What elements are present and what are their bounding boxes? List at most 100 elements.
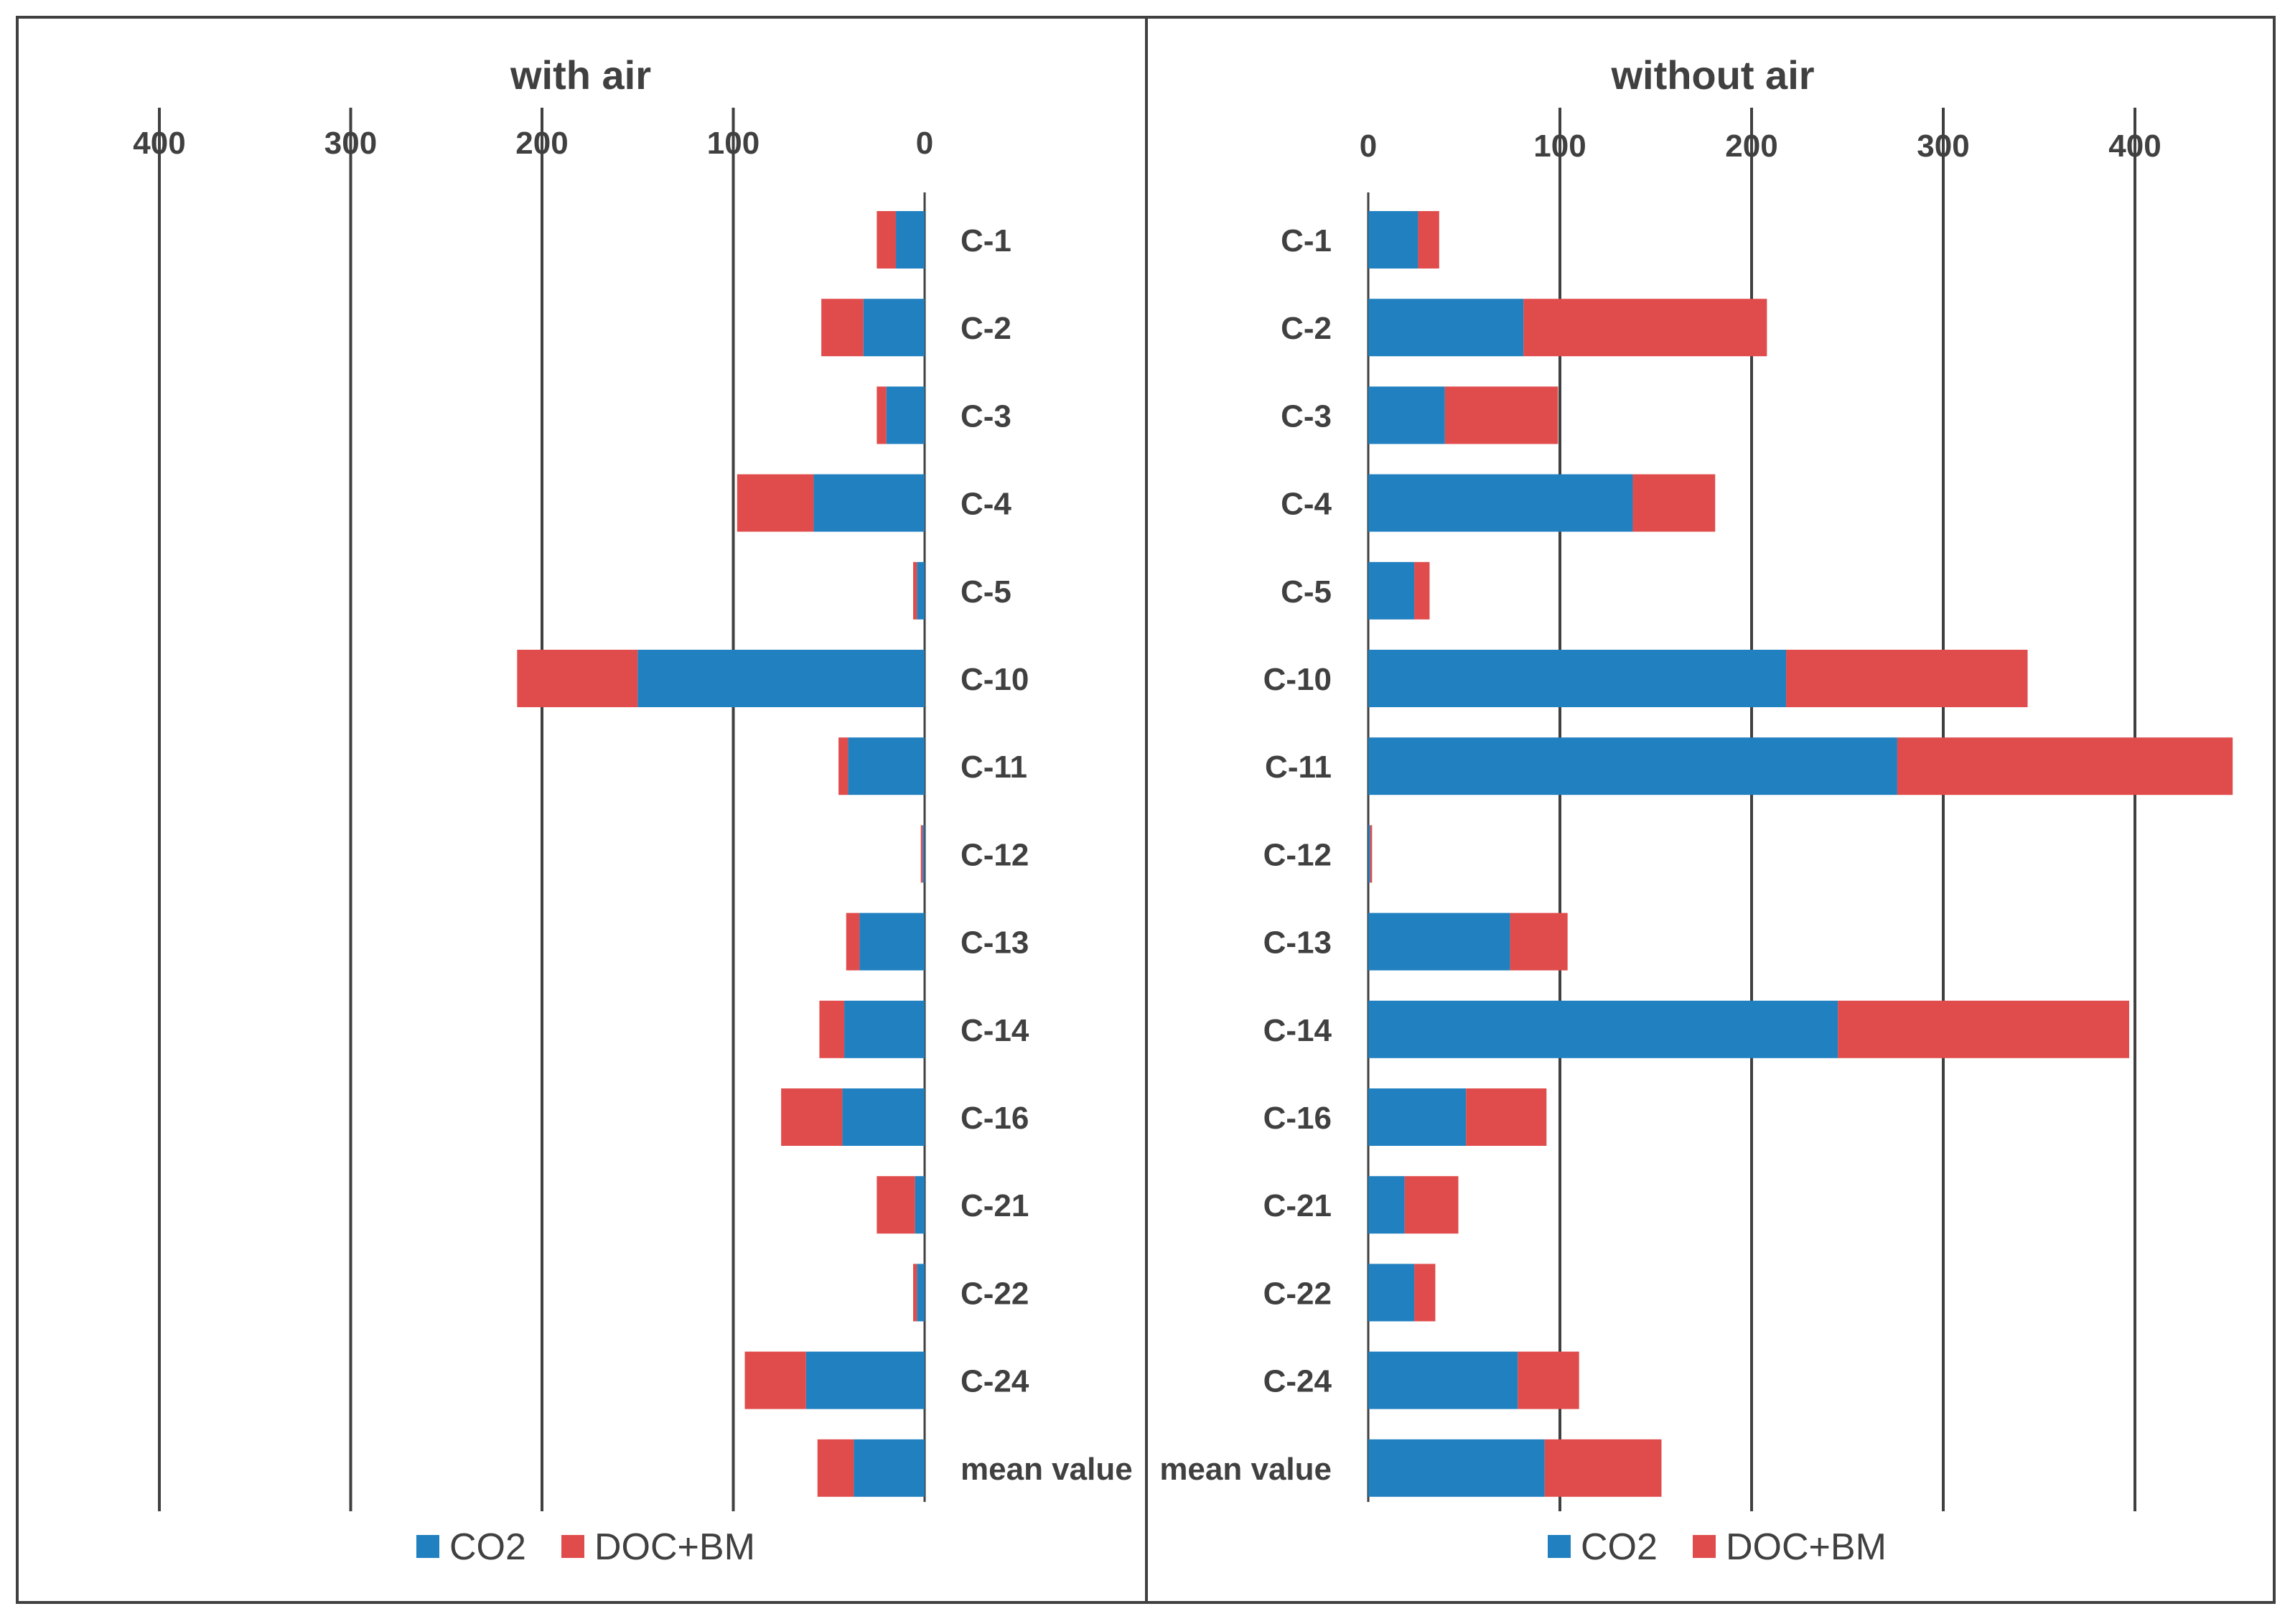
legend-swatch-co2: [1548, 1535, 1571, 1558]
category-label-c-3: C-3: [1281, 398, 1332, 434]
chart-title: without air: [1610, 52, 1814, 98]
bar-co2-c-21: [1368, 1176, 1405, 1234]
x-tick-label-0: 0: [916, 126, 933, 161]
category-labels: C-1 C-2 C-3 C-4 C-5 C-10 C-11 C-12 C-13 C-14 C-16 C…: [961, 223, 1133, 1487]
bar-doc-bm-c-12: [1370, 825, 1373, 883]
bar-doc-bm-c-10: [1786, 650, 2028, 707]
bar-co2-c-1: [1368, 211, 1419, 269]
legend-label-doc-bm: DOC+BM: [594, 1526, 755, 1568]
bar-doc-bm-mean-value: [1544, 1439, 1662, 1497]
category-label-c-14: C-14: [961, 1013, 1029, 1048]
legend-swatch-co2: [416, 1535, 439, 1558]
category-label-c-2: C-2: [961, 311, 1011, 346]
bar-co2-c-16: [1368, 1088, 1467, 1146]
category-label-c-14: C-14: [1263, 1013, 1332, 1048]
bar-doc-bm-c-12: [920, 825, 923, 883]
bar-doc-bm-c-5: [1414, 561, 1430, 620]
bar-doc-bm-c-5: [913, 561, 917, 620]
bar-co2-c-21: [915, 1176, 925, 1234]
bar-co2-c-13: [1368, 913, 1510, 971]
category-label-mean-value: mean value: [1159, 1452, 1332, 1487]
category-label-c-1: C-1: [1281, 223, 1332, 258]
category-label-c-11: C-11: [961, 750, 1027, 785]
category-label-c-2: C-2: [1281, 311, 1332, 346]
legend-label-co2: CO2: [1581, 1526, 1658, 1568]
x-axis-ticks: 0 100 200 300 400: [1360, 129, 2162, 164]
legend-label-doc-bm: DOC+BM: [1726, 1526, 1887, 1568]
category-label-c-16: C-16: [961, 1101, 1029, 1136]
category-label-c-5: C-5: [1281, 574, 1332, 610]
bar-co2-mean-value: [1368, 1439, 1545, 1497]
legend-label-co2: CO2: [449, 1526, 526, 1568]
bar-co2-c-14: [844, 1000, 925, 1058]
bar-doc-bm-c-3: [877, 386, 887, 444]
category-label-c-4: C-4: [1281, 487, 1332, 522]
bar-co2-c-22: [917, 1264, 925, 1322]
category-label-c-10: C-10: [1263, 662, 1332, 697]
bar-doc-bm-c-11: [1897, 737, 2233, 795]
x-tick-label-400: 400: [2108, 129, 2161, 164]
bar-co2-c-12: [1368, 825, 1370, 883]
category-label-c-16: C-16: [1263, 1101, 1332, 1136]
bar-co2-c-24: [1368, 1351, 1518, 1409]
bar-doc-bm-c-13: [846, 913, 860, 971]
bar-doc-bm-c-21: [877, 1176, 915, 1234]
bar-co2-c-2: [863, 299, 925, 357]
bar-co2-c-10: [1368, 650, 1787, 707]
category-label-c-13: C-13: [1263, 925, 1332, 961]
bar-doc-bm-c-13: [1510, 913, 1568, 971]
bar-co2-c-11: [848, 737, 925, 795]
x-axis-ticks: 400 300 200 100 0: [133, 126, 933, 161]
bar-co2-c-2: [1368, 299, 1524, 357]
category-label-c-3: C-3: [961, 398, 1011, 434]
bar-co2-c-13: [859, 913, 925, 971]
x-tick-label-400: 400: [133, 126, 185, 161]
bar-co2-c-3: [1368, 386, 1445, 444]
x-tick-label-300: 300: [1917, 129, 1969, 164]
bar-co2-c-5: [1368, 561, 1415, 620]
bar-doc-bm-c-22: [913, 1264, 917, 1322]
category-label-c-24: C-24: [961, 1364, 1029, 1399]
bar-doc-bm-c-11: [838, 737, 849, 795]
category-label-c-22: C-22: [961, 1276, 1029, 1311]
bar-co2-c-16: [842, 1088, 925, 1146]
category-label-c-11: C-11: [1265, 750, 1332, 785]
category-label-c-4: C-4: [961, 487, 1011, 522]
chart-panel-without-air: without air 0 100 200 300 400 C-1C-2C-3C-4C-…: [1159, 52, 2233, 1568]
bar-doc-bm-mean-value: [817, 1439, 854, 1497]
bar-doc-bm-c-3: [1444, 386, 1558, 444]
bar-co2-c-12: [922, 825, 925, 883]
legend: CO2 DOC+BM: [1548, 1526, 1887, 1568]
category-label-c-5: C-5: [961, 574, 1011, 610]
bar-doc-bm-c-1: [1418, 211, 1439, 269]
category-label-c-21: C-21: [961, 1188, 1029, 1223]
category-label-c-13: C-13: [961, 925, 1029, 961]
category-label-c-12: C-12: [961, 837, 1029, 872]
bar-doc-bm-c-2: [1523, 299, 1767, 357]
legend-swatch-doc-bm: [1693, 1535, 1716, 1558]
bar-doc-bm-c-14: [1838, 1000, 2129, 1058]
bar-co2-c-14: [1368, 1000, 1838, 1058]
bar-co2-mean-value: [854, 1439, 925, 1497]
bar-doc-bm-c-24: [744, 1351, 806, 1409]
bars: [1368, 211, 2233, 1497]
bar-doc-bm-c-16: [781, 1088, 843, 1146]
bar-co2-c-1: [896, 211, 925, 269]
chart-panel-with-air: with air 400 300 200 100 0 C-1C-2C-3C-4C-5C-…: [133, 52, 1132, 1568]
bar-co2-c-24: [805, 1351, 925, 1409]
legend: CO2 DOC+BM: [416, 1526, 755, 1568]
bar-co2-c-3: [886, 386, 925, 444]
category-label-c-21: C-21: [1263, 1188, 1332, 1223]
category-label-c-12: C-12: [1263, 837, 1332, 872]
category-label-c-24: C-24: [1263, 1364, 1332, 1399]
x-tick-label-0: 0: [1360, 129, 1377, 164]
bar-doc-bm-c-22: [1414, 1264, 1436, 1322]
bar-doc-bm-c-16: [1466, 1088, 1547, 1146]
bar-co2-c-11: [1368, 737, 1897, 795]
bar-co2-c-10: [637, 650, 925, 707]
x-tick-label-100: 100: [707, 126, 760, 161]
x-tick-label-300: 300: [324, 126, 377, 161]
bar-doc-bm-c-10: [517, 650, 638, 707]
x-tick-label-100: 100: [1533, 129, 1586, 164]
